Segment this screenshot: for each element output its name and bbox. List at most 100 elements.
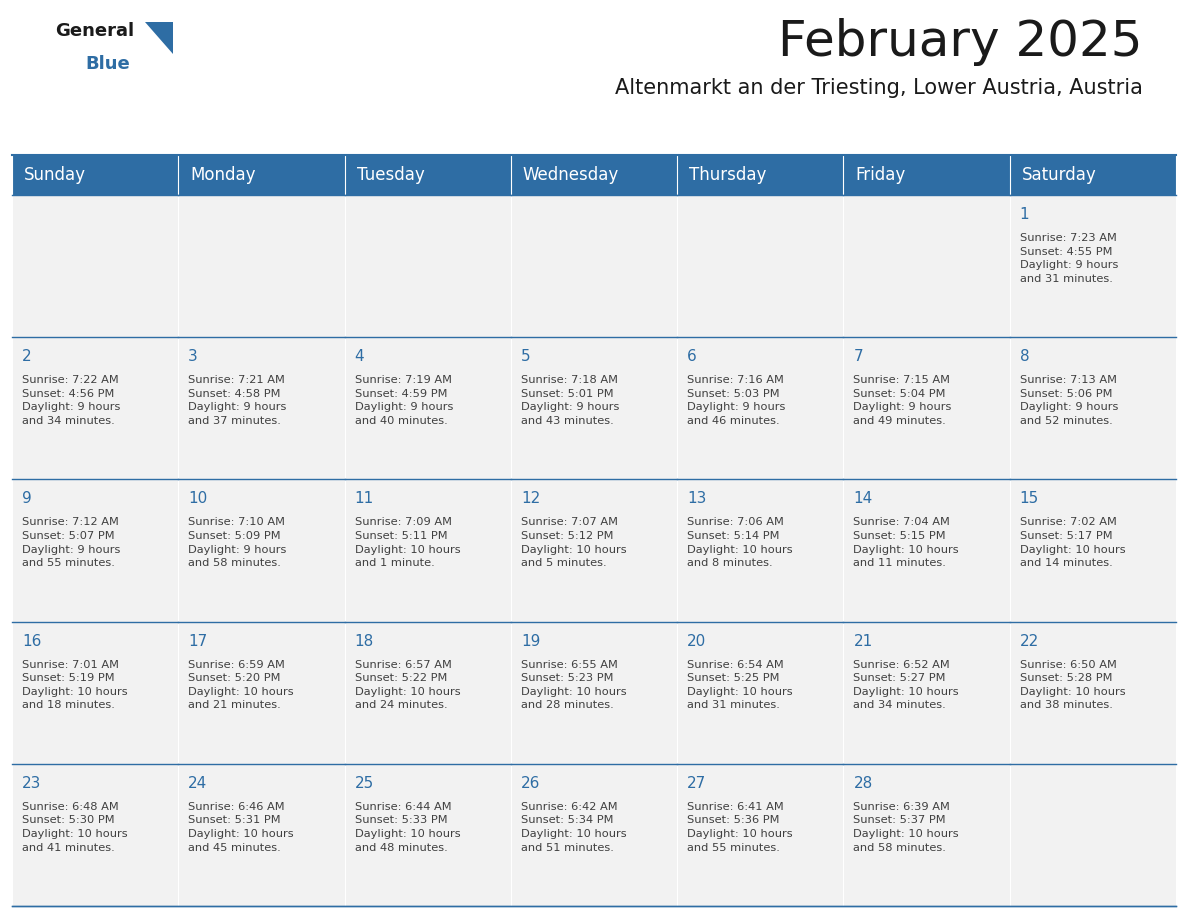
Text: Sunrise: 6:57 AM
Sunset: 5:22 PM
Daylight: 10 hours
and 24 minutes.: Sunrise: 6:57 AM Sunset: 5:22 PM Dayligh… bbox=[354, 660, 460, 711]
Text: 16: 16 bbox=[23, 633, 42, 649]
Text: Sunrise: 6:39 AM
Sunset: 5:37 PM
Daylight: 10 hours
and 58 minutes.: Sunrise: 6:39 AM Sunset: 5:37 PM Dayligh… bbox=[853, 801, 959, 853]
Text: Sunrise: 6:48 AM
Sunset: 5:30 PM
Daylight: 10 hours
and 41 minutes.: Sunrise: 6:48 AM Sunset: 5:30 PM Dayligh… bbox=[23, 801, 127, 853]
Text: Sunrise: 7:09 AM
Sunset: 5:11 PM
Daylight: 10 hours
and 1 minute.: Sunrise: 7:09 AM Sunset: 5:11 PM Dayligh… bbox=[354, 518, 460, 568]
Text: 22: 22 bbox=[1019, 633, 1040, 649]
Text: Sunrise: 7:04 AM
Sunset: 5:15 PM
Daylight: 10 hours
and 11 minutes.: Sunrise: 7:04 AM Sunset: 5:15 PM Dayligh… bbox=[853, 518, 959, 568]
Text: Sunrise: 7:10 AM
Sunset: 5:09 PM
Daylight: 9 hours
and 58 minutes.: Sunrise: 7:10 AM Sunset: 5:09 PM Dayligh… bbox=[188, 518, 286, 568]
Bar bbox=[511, 195, 677, 337]
Bar bbox=[677, 479, 843, 621]
Text: 13: 13 bbox=[687, 491, 707, 507]
Text: Sunrise: 6:54 AM
Sunset: 5:25 PM
Daylight: 10 hours
and 31 minutes.: Sunrise: 6:54 AM Sunset: 5:25 PM Dayligh… bbox=[687, 660, 792, 711]
Bar bbox=[1010, 155, 1176, 195]
Text: 15: 15 bbox=[1019, 491, 1040, 507]
Bar bbox=[511, 764, 677, 906]
Bar bbox=[1010, 479, 1176, 621]
Bar bbox=[677, 621, 843, 764]
Text: Sunrise: 7:16 AM
Sunset: 5:03 PM
Daylight: 9 hours
and 46 minutes.: Sunrise: 7:16 AM Sunset: 5:03 PM Dayligh… bbox=[687, 375, 785, 426]
Text: Tuesday: Tuesday bbox=[356, 166, 424, 184]
Text: 9: 9 bbox=[23, 491, 32, 507]
Bar bbox=[12, 621, 178, 764]
Bar bbox=[511, 621, 677, 764]
Bar bbox=[178, 764, 345, 906]
Text: 21: 21 bbox=[853, 633, 873, 649]
Text: Sunday: Sunday bbox=[24, 166, 86, 184]
Text: Monday: Monday bbox=[190, 166, 255, 184]
Text: Sunrise: 6:50 AM
Sunset: 5:28 PM
Daylight: 10 hours
and 38 minutes.: Sunrise: 6:50 AM Sunset: 5:28 PM Dayligh… bbox=[1019, 660, 1125, 711]
Text: Sunrise: 7:18 AM
Sunset: 5:01 PM
Daylight: 9 hours
and 43 minutes.: Sunrise: 7:18 AM Sunset: 5:01 PM Dayligh… bbox=[520, 375, 619, 426]
Bar bbox=[178, 337, 345, 479]
Text: Altenmarkt an der Triesting, Lower Austria, Austria: Altenmarkt an der Triesting, Lower Austr… bbox=[615, 78, 1143, 98]
Bar bbox=[843, 479, 1010, 621]
Text: Sunrise: 6:42 AM
Sunset: 5:34 PM
Daylight: 10 hours
and 51 minutes.: Sunrise: 6:42 AM Sunset: 5:34 PM Dayligh… bbox=[520, 801, 626, 853]
Text: General: General bbox=[55, 22, 134, 40]
Text: Sunrise: 7:21 AM
Sunset: 4:58 PM
Daylight: 9 hours
and 37 minutes.: Sunrise: 7:21 AM Sunset: 4:58 PM Dayligh… bbox=[188, 375, 286, 426]
Bar bbox=[178, 479, 345, 621]
Bar bbox=[843, 195, 1010, 337]
Polygon shape bbox=[145, 22, 173, 54]
Bar bbox=[12, 764, 178, 906]
Text: 5: 5 bbox=[520, 349, 531, 364]
Text: Thursday: Thursday bbox=[689, 166, 766, 184]
Text: 7: 7 bbox=[853, 349, 862, 364]
Text: 8: 8 bbox=[1019, 349, 1029, 364]
Text: 2: 2 bbox=[23, 349, 32, 364]
Bar bbox=[843, 764, 1010, 906]
Text: 18: 18 bbox=[354, 633, 374, 649]
Bar bbox=[345, 764, 511, 906]
Text: 6: 6 bbox=[687, 349, 697, 364]
Text: 23: 23 bbox=[23, 776, 42, 790]
Bar bbox=[1010, 337, 1176, 479]
Text: Sunrise: 7:22 AM
Sunset: 4:56 PM
Daylight: 9 hours
and 34 minutes.: Sunrise: 7:22 AM Sunset: 4:56 PM Dayligh… bbox=[23, 375, 120, 426]
Text: Wednesday: Wednesday bbox=[523, 166, 619, 184]
Text: 14: 14 bbox=[853, 491, 873, 507]
Bar bbox=[345, 155, 511, 195]
Text: Sunrise: 6:55 AM
Sunset: 5:23 PM
Daylight: 10 hours
and 28 minutes.: Sunrise: 6:55 AM Sunset: 5:23 PM Dayligh… bbox=[520, 660, 626, 711]
Text: 12: 12 bbox=[520, 491, 541, 507]
Bar bbox=[345, 337, 511, 479]
Text: Blue: Blue bbox=[86, 55, 129, 73]
Text: 25: 25 bbox=[354, 776, 374, 790]
Bar bbox=[1010, 195, 1176, 337]
Text: 27: 27 bbox=[687, 776, 707, 790]
Text: Sunrise: 6:44 AM
Sunset: 5:33 PM
Daylight: 10 hours
and 48 minutes.: Sunrise: 6:44 AM Sunset: 5:33 PM Dayligh… bbox=[354, 801, 460, 853]
Text: Sunrise: 7:12 AM
Sunset: 5:07 PM
Daylight: 9 hours
and 55 minutes.: Sunrise: 7:12 AM Sunset: 5:07 PM Dayligh… bbox=[23, 518, 120, 568]
Text: 26: 26 bbox=[520, 776, 541, 790]
Bar bbox=[345, 195, 511, 337]
Text: Sunrise: 6:46 AM
Sunset: 5:31 PM
Daylight: 10 hours
and 45 minutes.: Sunrise: 6:46 AM Sunset: 5:31 PM Dayligh… bbox=[188, 801, 293, 853]
Text: Sunrise: 6:52 AM
Sunset: 5:27 PM
Daylight: 10 hours
and 34 minutes.: Sunrise: 6:52 AM Sunset: 5:27 PM Dayligh… bbox=[853, 660, 959, 711]
Text: Sunrise: 7:15 AM
Sunset: 5:04 PM
Daylight: 9 hours
and 49 minutes.: Sunrise: 7:15 AM Sunset: 5:04 PM Dayligh… bbox=[853, 375, 952, 426]
Text: Sunrise: 7:01 AM
Sunset: 5:19 PM
Daylight: 10 hours
and 18 minutes.: Sunrise: 7:01 AM Sunset: 5:19 PM Dayligh… bbox=[23, 660, 127, 711]
Text: Sunrise: 6:59 AM
Sunset: 5:20 PM
Daylight: 10 hours
and 21 minutes.: Sunrise: 6:59 AM Sunset: 5:20 PM Dayligh… bbox=[188, 660, 293, 711]
Bar bbox=[511, 337, 677, 479]
Bar bbox=[12, 337, 178, 479]
Text: 11: 11 bbox=[354, 491, 374, 507]
Text: 17: 17 bbox=[188, 633, 208, 649]
Text: 4: 4 bbox=[354, 349, 365, 364]
Bar bbox=[12, 155, 178, 195]
Bar bbox=[12, 479, 178, 621]
Text: February 2025: February 2025 bbox=[778, 18, 1143, 66]
Text: 19: 19 bbox=[520, 633, 541, 649]
Text: Sunrise: 7:06 AM
Sunset: 5:14 PM
Daylight: 10 hours
and 8 minutes.: Sunrise: 7:06 AM Sunset: 5:14 PM Dayligh… bbox=[687, 518, 792, 568]
Bar bbox=[677, 337, 843, 479]
Bar bbox=[345, 621, 511, 764]
Text: Friday: Friday bbox=[855, 166, 905, 184]
Text: 28: 28 bbox=[853, 776, 873, 790]
Bar bbox=[677, 195, 843, 337]
Bar bbox=[843, 155, 1010, 195]
Bar bbox=[12, 195, 178, 337]
Text: Sunrise: 7:19 AM
Sunset: 4:59 PM
Daylight: 9 hours
and 40 minutes.: Sunrise: 7:19 AM Sunset: 4:59 PM Dayligh… bbox=[354, 375, 453, 426]
Text: Sunrise: 7:07 AM
Sunset: 5:12 PM
Daylight: 10 hours
and 5 minutes.: Sunrise: 7:07 AM Sunset: 5:12 PM Dayligh… bbox=[520, 518, 626, 568]
Bar bbox=[511, 155, 677, 195]
Bar bbox=[345, 479, 511, 621]
Bar bbox=[511, 479, 677, 621]
Text: Sunrise: 7:13 AM
Sunset: 5:06 PM
Daylight: 9 hours
and 52 minutes.: Sunrise: 7:13 AM Sunset: 5:06 PM Dayligh… bbox=[1019, 375, 1118, 426]
Text: 10: 10 bbox=[188, 491, 208, 507]
Bar bbox=[677, 155, 843, 195]
Bar bbox=[178, 155, 345, 195]
Text: Sunrise: 7:23 AM
Sunset: 4:55 PM
Daylight: 9 hours
and 31 minutes.: Sunrise: 7:23 AM Sunset: 4:55 PM Dayligh… bbox=[1019, 233, 1118, 284]
Bar bbox=[843, 337, 1010, 479]
Bar bbox=[178, 195, 345, 337]
Bar bbox=[1010, 764, 1176, 906]
Text: Saturday: Saturday bbox=[1022, 166, 1097, 184]
